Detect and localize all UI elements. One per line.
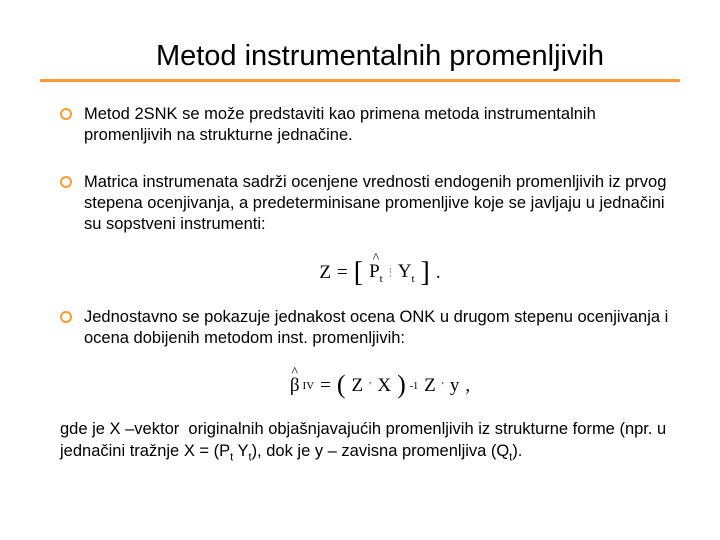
bullet-item-1: Metod 2SNK se može predstaviti kao prime… — [40, 104, 680, 146]
formula-z2: Z — [424, 375, 436, 397]
formula-beta: β — [290, 375, 300, 396]
formula-prime2: ′ — [442, 381, 444, 392]
bullet-marker-icon — [60, 176, 72, 188]
formula-period: . — [436, 262, 441, 284]
title-underline — [40, 79, 680, 82]
vdots-icon: ··· — [389, 268, 392, 277]
paren-close-1-icon: ) — [397, 375, 406, 396]
formula-2: βIV = ( Z ′ X ) -1 Z ′ y , — [40, 375, 680, 397]
formula-z1: Z — [352, 375, 364, 397]
formula-y-sym: Y — [398, 261, 412, 282]
formula-z: Z — [319, 262, 331, 284]
formula-comma: , — [465, 375, 470, 397]
formula-2-inner: βIV = ( Z ′ X ) -1 Z ′ y , — [290, 375, 470, 397]
bullet-text-1: Metod 2SNK se može predstaviti kao prime… — [84, 104, 670, 146]
bracket-open-icon: [ — [354, 262, 363, 284]
formula-beta-hat: β — [290, 375, 300, 397]
slide-title: Metod instrumentalnih promenljivih — [100, 40, 660, 73]
formula-1: Z = [ Pt ··· Yt ] . — [40, 261, 680, 285]
paren-open-1-icon: ( — [337, 375, 346, 396]
formula-y: Yt — [398, 261, 415, 285]
slide-container: Metod instrumentalnih promenljivih Metod… — [0, 0, 720, 540]
footer-text: gde je X –vektor originalnih objašnjavaj… — [40, 419, 680, 464]
formula-p-hat: Pt — [369, 261, 383, 285]
formula-t1: t — [380, 273, 383, 285]
formula-eq: = — [337, 262, 348, 284]
formula-p: P — [369, 261, 380, 282]
bullet-text-2: Matrica instrumenata sadrži ocenjene vre… — [84, 172, 670, 235]
formula-eq2: = — [320, 375, 331, 397]
bullet-marker-icon — [60, 108, 72, 120]
bullet-text-3: Jednostavno se pokazuje jednakost ocena … — [84, 307, 670, 349]
formula-inv: -1 — [410, 381, 418, 392]
bullet-item-2: Matrica instrumenata sadrži ocenjene vre… — [40, 172, 680, 235]
formula-x1: X — [377, 375, 391, 397]
formula-prime1: ′ — [369, 381, 371, 392]
bracket-close-icon: ] — [421, 262, 430, 284]
bullet-marker-icon — [60, 311, 72, 323]
formula-y2: y — [450, 375, 460, 397]
bullet-item-3: Jednostavno se pokazuje jednakost ocena … — [40, 307, 680, 349]
formula-iv-sub: IV — [303, 380, 315, 392]
formula-1-inner: Z = [ Pt ··· Yt ] . — [319, 261, 440, 285]
formula-t2: t — [411, 273, 414, 285]
